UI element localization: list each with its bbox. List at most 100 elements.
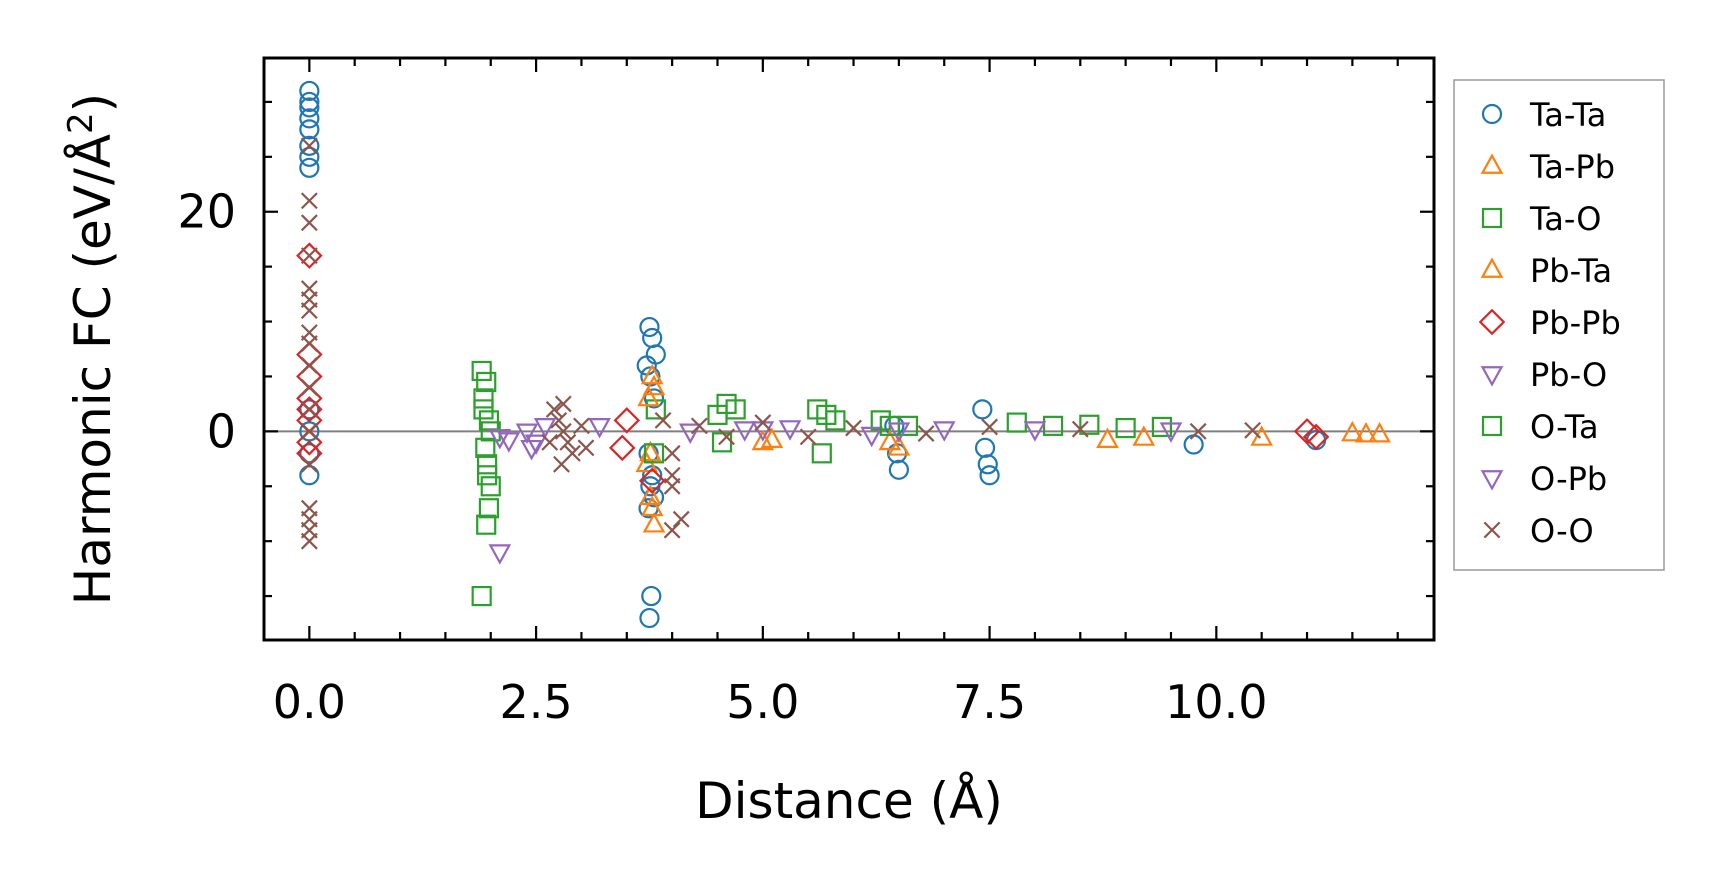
series-pb-ta [637,385,1156,506]
legend-label-o-o: O-O [1530,512,1594,550]
data-point-o-o-27 [541,433,559,451]
data-point-o-o-33 [663,521,681,539]
legend-box [1453,79,1665,571]
data-point-pb-pb-10 [638,467,666,495]
data-point-o-ta-1 [477,465,498,486]
data-point-pb-o-4 [533,418,557,439]
data-point-ta-pb-10 [1341,420,1364,442]
data-point-o-o-23 [554,395,572,413]
data-point-ta-o-0 [471,360,492,382]
legend: Ta-Ta Ta-Pb Ta-O Pb-Ta Pb-Pb Pb-O O-Ta O-Pb O-O [1453,79,1665,571]
data-point-ta-ta-8 [299,399,320,420]
data-point-o-pb-3 [733,421,757,442]
data-point-ta-ta-7 [299,157,320,178]
data-point-o-o-25 [573,417,590,435]
data-point-ta-pb-8 [1096,427,1119,448]
data-point-pb-o-3 [524,434,548,455]
data-point-ta-o-5 [475,437,496,458]
data-point-ta-ta-19 [642,465,663,486]
legend-marker-pb-ta [1480,257,1504,278]
data-point-ta-ta-13 [642,327,663,349]
legend-entry-o-ta: O-Ta [1481,408,1599,446]
data-point-ta-pb-11 [1354,422,1378,443]
data-point-ta-ta-32 [1183,434,1204,455]
series-ta-ta [299,80,1327,629]
data-point-o-ta-4 [879,415,900,436]
data-point-ta-pb-0 [640,363,664,385]
y-tick-label: 20 [177,185,236,239]
data-point-o-o-36 [754,414,772,432]
data-point-o-o-29 [663,444,681,462]
data-point-ta-o-4 [480,421,501,442]
data-point-o-pb-5 [1023,421,1047,442]
data-point-ta-ta-5 [299,135,320,156]
data-point-ta-o-12 [643,443,665,464]
legend-entry-ta-pb: Ta-Pb [1480,148,1615,186]
data-point-pb-o-0 [488,428,512,450]
data-point-pb-pb-1 [296,341,323,368]
data-point-ta-ta-4 [299,119,320,140]
x-tick-label: 7.5 [953,675,1026,729]
legend-entry-o-o: O-O [1483,512,1594,550]
legend-label-pb-pb: Pb-Pb [1530,304,1621,342]
data-point-o-o-9 [300,357,318,374]
x-axis-title: Distance (Å) [695,772,1003,830]
legend-label-ta-ta: Ta-Ta [1529,96,1606,134]
legend-label-ta-pb: Ta-Pb [1529,148,1615,186]
data-point-o-o-17 [300,532,318,550]
data-point-ta-ta-17 [643,388,665,409]
data-point-pb-pb-0 [296,242,323,269]
y-axis-title: Harmonic FC (eV/Å2) [61,93,122,605]
y-tick-label: 0 [207,404,236,458]
data-point-o-o-28 [654,411,672,429]
data-point-o-o-21 [559,433,577,451]
data-point-pb-o-7 [778,420,802,441]
data-point-pb-pb-9 [609,434,636,462]
legend-label-pb-o: Pb-O [1530,356,1607,394]
legend-marker-ta-pb [1480,153,1504,174]
data-point-ta-o-22 [1079,414,1100,435]
data-point-ta-pb-7 [887,435,911,456]
data-point-ta-ta-11 [299,465,320,486]
legend-entry-o-pb: O-Pb [1480,460,1607,498]
x-tick-label: 5.0 [726,675,799,729]
series-pb-o [488,418,956,565]
data-point-o-o-8 [300,335,318,352]
data-point-ta-pb-4 [642,512,666,533]
data-point-ta-o-18 [811,443,832,464]
data-point-o-pb-0 [497,432,521,453]
x-tick-label: 10.0 [1165,675,1267,729]
series-ta-pb [635,363,1391,533]
data-point-ta-ta-1 [299,91,320,113]
data-point-ta-ta-2 [299,97,320,118]
data-point-pb-ta-3 [878,429,902,451]
x-tick-label: 2.5 [500,675,573,729]
data-point-pb-pb-8 [613,407,641,434]
data-point-pb-o-1 [488,544,512,565]
data-point-ta-pb-1 [642,374,666,396]
data-point-ta-ta-14 [645,344,666,365]
data-point-o-o-43 [1244,421,1262,439]
data-point-ta-pb-3 [640,495,664,517]
data-point-o-o-35 [718,428,735,446]
legend-entry-pb-pb: Pb-Pb [1478,304,1621,342]
data-point-pb-o-8 [860,426,883,448]
data-point-ta-pb-12 [1368,422,1391,443]
data-point-o-o-19 [550,411,568,429]
data-point-pb-pb-12 [1302,423,1330,451]
data-point-o-o-41 [1071,420,1089,438]
legend-marker-ta-ta [1481,103,1503,125]
data-point-o-ta-3 [825,410,846,431]
series-o-o [300,137,1262,550]
legend-entry-pb-ta: Pb-Ta [1480,252,1612,290]
data-point-ta-o-6 [477,454,498,475]
data-point-o-o-37 [799,428,817,446]
data-point-o-ta-5 [1042,415,1064,436]
plot-area [264,80,1434,629]
data-point-o-pb-2 [588,418,611,439]
data-point-ta-ta-3 [299,108,320,129]
data-point-ta-o-2 [473,399,494,420]
data-point-o-o-1 [300,192,318,210]
data-point-o-o-40 [981,418,999,436]
